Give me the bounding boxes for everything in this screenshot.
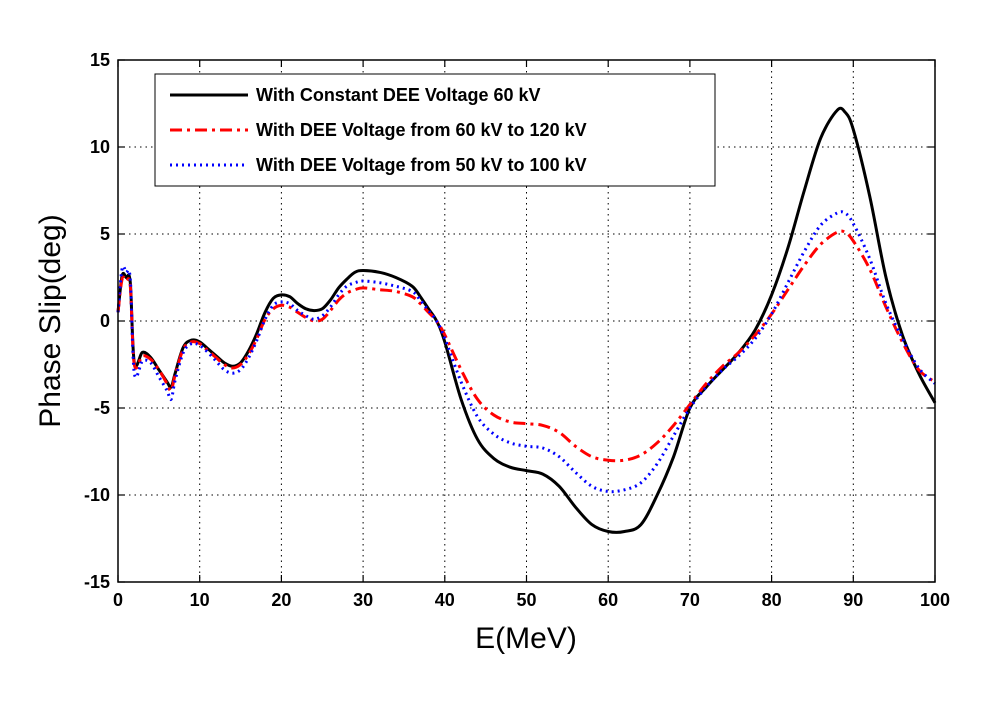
legend: With Constant DEE Voltage 60 kV With DEE… bbox=[154, 73, 716, 187]
y-tick-label: 0 bbox=[100, 311, 110, 331]
x-tick-label: 20 bbox=[271, 590, 291, 610]
x-tick-label: 90 bbox=[843, 590, 863, 610]
x-tick-label: 30 bbox=[353, 590, 373, 610]
series-line-1 bbox=[116, 229, 936, 463]
legend-box bbox=[154, 73, 716, 187]
legend-label-constant-60kv: With Constant DEE Voltage 60 kV bbox=[256, 85, 541, 105]
x-tick-label: 80 bbox=[762, 590, 782, 610]
y-tick-label: -10 bbox=[84, 485, 110, 505]
y-axis-label: Phase Slip(deg) bbox=[34, 214, 67, 427]
x-tick-label: 40 bbox=[435, 590, 455, 610]
y-tick-label: 10 bbox=[90, 137, 110, 157]
x-tick-label: 100 bbox=[920, 590, 950, 610]
y-tick-label: -15 bbox=[84, 572, 110, 592]
legend-label-60-120kv: With DEE Voltage from 60 kV to 120 kV bbox=[256, 120, 587, 140]
legend-label-50-100kv: With DEE Voltage from 50 kV to 100 kV bbox=[256, 155, 587, 175]
series-line-0 bbox=[116, 106, 937, 534]
series-line-2 bbox=[116, 210, 937, 494]
y-tick-label: -5 bbox=[94, 398, 110, 418]
x-tick-label: 70 bbox=[680, 590, 700, 610]
axis-ticks: 0 10 20 30 40 50 60 70 80 90 100 -15 -10 -5 0 5 10 15 bbox=[84, 50, 950, 610]
grid-lines bbox=[118, 60, 935, 582]
x-tick-label: 0 bbox=[113, 590, 123, 610]
y-tick-label: 5 bbox=[100, 224, 110, 244]
y-tick-label: 15 bbox=[90, 50, 110, 70]
x-axis-label: E(MeV) bbox=[475, 622, 577, 655]
x-tick-label: 10 bbox=[190, 590, 210, 610]
series-lines bbox=[116, 106, 937, 534]
x-tick-label: 60 bbox=[598, 590, 618, 610]
x-tick-label: 50 bbox=[516, 590, 536, 610]
